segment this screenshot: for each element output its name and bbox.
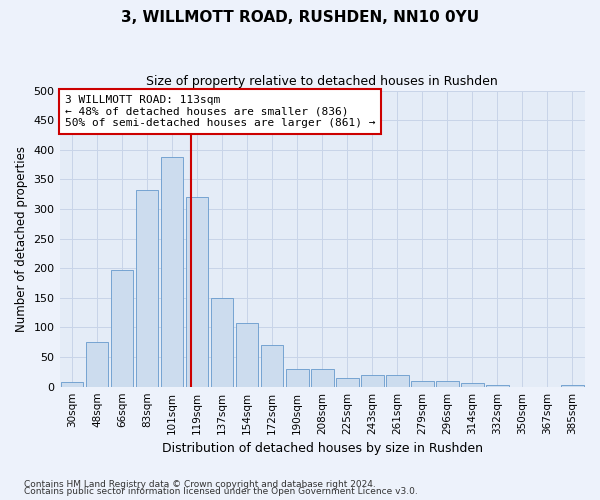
Bar [186,197,208,386]
Bar [461,383,484,386]
Bar [261,345,283,387]
Bar [436,381,458,386]
Bar [61,382,83,386]
Bar [86,342,109,386]
Bar [211,298,233,386]
Bar [286,369,308,386]
Text: Contains HM Land Registry data © Crown copyright and database right 2024.: Contains HM Land Registry data © Crown c… [24,480,376,489]
Bar [411,381,434,386]
Bar [311,369,334,386]
Bar [136,190,158,386]
Bar [111,270,133,386]
Text: 3, WILLMOTT ROAD, RUSHDEN, NN10 0YU: 3, WILLMOTT ROAD, RUSHDEN, NN10 0YU [121,10,479,25]
Y-axis label: Number of detached properties: Number of detached properties [15,146,28,332]
Text: Contains public sector information licensed under the Open Government Licence v3: Contains public sector information licen… [24,488,418,496]
Bar [236,322,259,386]
Bar [361,375,383,386]
Title: Size of property relative to detached houses in Rushden: Size of property relative to detached ho… [146,75,498,88]
Bar [386,375,409,386]
Text: 3 WILLMOTT ROAD: 113sqm
← 48% of detached houses are smaller (836)
50% of semi-d: 3 WILLMOTT ROAD: 113sqm ← 48% of detache… [65,95,375,128]
Bar [161,157,184,386]
X-axis label: Distribution of detached houses by size in Rushden: Distribution of detached houses by size … [162,442,483,455]
Bar [336,378,359,386]
